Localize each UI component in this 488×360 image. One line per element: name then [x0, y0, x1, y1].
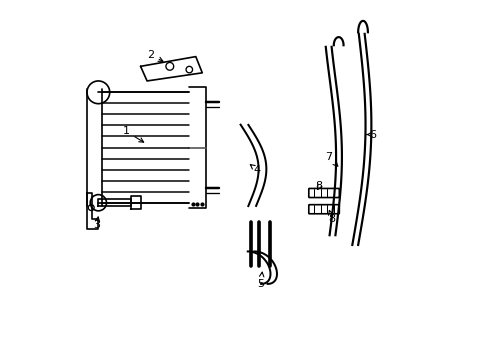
Text: 5: 5 — [257, 272, 264, 289]
Text: 1: 1 — [122, 126, 143, 142]
Text: 4: 4 — [250, 165, 261, 175]
Text: 6: 6 — [366, 130, 375, 140]
Text: 3: 3 — [93, 217, 100, 230]
Text: 8: 8 — [315, 181, 322, 192]
Text: 8: 8 — [328, 210, 335, 224]
Text: 7: 7 — [325, 152, 337, 166]
Text: 2: 2 — [146, 50, 163, 61]
